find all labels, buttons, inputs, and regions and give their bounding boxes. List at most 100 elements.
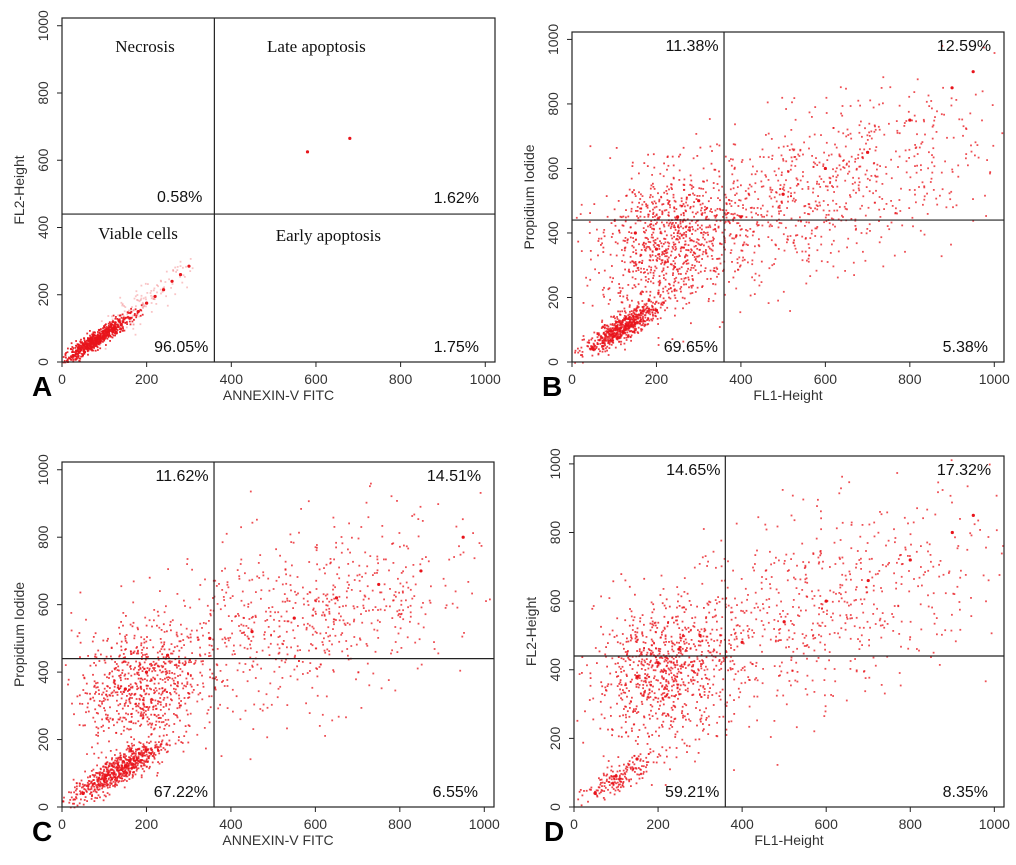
x-axis-label: FL1-Height [753, 387, 822, 403]
pct-upper-left: 14.65% [666, 462, 720, 479]
x-tick-label: 400 [730, 816, 754, 832]
y-tick-label: 200 [35, 283, 51, 307]
data-point [635, 675, 639, 679]
dot-cloud [574, 45, 1004, 364]
data-point [950, 86, 954, 90]
pct-upper-right: 17.32% [937, 462, 991, 479]
y-tick-label: 800 [547, 521, 563, 545]
data-point [633, 231, 637, 235]
pct-upper-left: 11.38% [665, 38, 718, 55]
data-point [971, 513, 975, 517]
data-point [419, 569, 423, 573]
x-tick-label: 1000 [469, 816, 500, 832]
pct-lower-left: 69.65% [664, 339, 718, 356]
data-point [824, 599, 828, 603]
panel-letter: C [32, 816, 52, 847]
y-tick-label: 400 [35, 660, 51, 684]
panel-b: 0 200 400 600 800 1000 0 200 400 600 800 1000 FL1-He… [521, 24, 1010, 403]
data-point [612, 334, 616, 338]
y-tick-label: 400 [35, 216, 51, 240]
x-tick-label: 1000 [979, 371, 1010, 387]
x-tick-label: 800 [898, 371, 922, 387]
data-point [123, 687, 127, 691]
data-point [102, 336, 106, 341]
data-point [94, 341, 98, 346]
data-point [85, 346, 89, 351]
data-point [165, 653, 170, 657]
data-point [677, 647, 681, 651]
pct-upper-right: 1.62% [434, 190, 479, 207]
panel-d: 0 200 400 600 800 1000 0 200 400 600 800 1000 FL1-He… [523, 448, 1010, 848]
y-tick-label: 0 [35, 358, 51, 366]
data-point [128, 316, 132, 320]
panel-a: 0 200 400 600 800 1000 0 200 400 600 800 1000 ANNEXI… [11, 10, 501, 403]
data-point [654, 247, 659, 251]
x-tick-label: 800 [899, 816, 923, 832]
y-tick-label: 0 [547, 803, 563, 811]
pct-lower-right: 8.35% [943, 784, 988, 801]
data-point [111, 330, 115, 334]
x-tick-label: 0 [58, 371, 66, 387]
panel-letter: D [544, 816, 564, 847]
x-tick-label: 400 [729, 371, 753, 387]
data-point [144, 670, 149, 674]
y-tick-label: 200 [545, 286, 561, 310]
x-tick-label: 600 [815, 816, 839, 832]
x-tick-label: 200 [135, 816, 159, 832]
y-axis-label: Propidium Iodide [11, 582, 27, 687]
data-point [153, 294, 157, 299]
data-point [698, 633, 702, 638]
panel-letter: B [542, 371, 562, 402]
data-point [739, 215, 743, 219]
panel-c: 0 200 400 600 800 1000 0 200 400 600 800 1000 ANNEXI… [11, 454, 500, 848]
y-axis-label: FL2-Height [11, 155, 27, 224]
plot-frame [573, 455, 1005, 808]
data-point [81, 791, 85, 796]
y-tick-label: 800 [35, 525, 51, 549]
x-tick-label: 200 [646, 816, 670, 832]
pct-upper-left: 0.58% [157, 189, 202, 206]
data-point [866, 150, 870, 154]
x-tick-label: 800 [389, 371, 413, 387]
y-tick-label: 600 [547, 589, 563, 613]
dot-cloud [576, 459, 1004, 807]
data-point [971, 70, 975, 74]
x-tick-label: 0 [568, 371, 576, 387]
data-point [591, 347, 595, 351]
data-point [740, 640, 744, 644]
pct-lower-right: 1.75% [434, 339, 479, 356]
data-point [697, 199, 701, 203]
x-tick-label: 0 [570, 816, 578, 832]
label-early-apoptosis: Early apoptosis [276, 226, 381, 245]
data-point [161, 288, 166, 292]
x-tick-label: 600 [304, 816, 328, 832]
data-point [461, 535, 465, 539]
x-tick-label: 1000 [979, 816, 1010, 832]
data-point [675, 215, 680, 219]
y-tick-label: 800 [35, 81, 51, 105]
x-tick-label: 600 [304, 371, 328, 387]
data-point [866, 578, 870, 583]
data-point [950, 530, 954, 535]
data-point [250, 630, 254, 634]
data-point [77, 350, 81, 354]
plot-frame [571, 31, 1005, 363]
y-axis-label: FL2-Height [523, 597, 539, 666]
data-point [208, 636, 212, 640]
label-necrosis: Necrosis [115, 37, 174, 56]
data-point [144, 748, 149, 752]
data-point [614, 774, 618, 778]
label-late-apoptosis: Late apoptosis [267, 37, 366, 56]
data-point [292, 616, 296, 620]
data-point [635, 757, 639, 761]
dot-cloud [62, 258, 194, 364]
pct-lower-left: 67.22% [154, 784, 208, 801]
plot-frame [61, 461, 495, 808]
y-tick-label: 1000 [545, 24, 561, 55]
x-tick-label: 400 [220, 371, 244, 387]
data-point [187, 264, 191, 268]
data-point [145, 301, 149, 305]
data-point [823, 166, 827, 171]
x-tick-label: 800 [388, 816, 412, 832]
